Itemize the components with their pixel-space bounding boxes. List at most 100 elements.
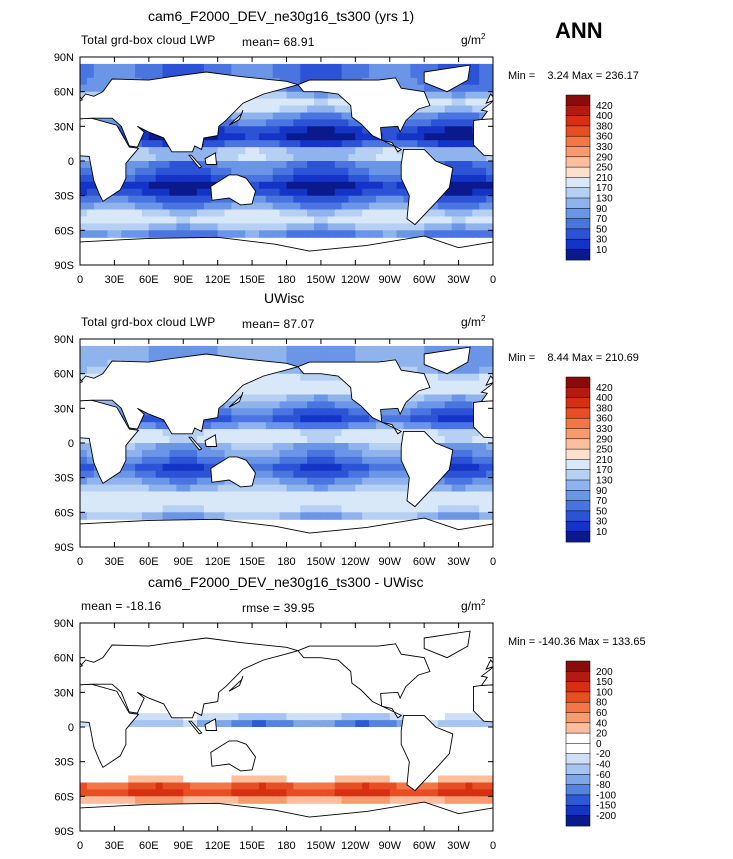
colorbar-swatch xyxy=(565,722,591,734)
land-outline xyxy=(423,630,471,659)
colorbar-swatch xyxy=(565,208,591,220)
colorbar-label: 330 xyxy=(596,142,613,153)
colorbar-label: 40 xyxy=(596,718,608,729)
x-tick-label: 60W xyxy=(413,840,436,852)
x-tick-label: 180 xyxy=(277,840,295,852)
land-outline xyxy=(400,430,454,508)
y-tick-label: 30S xyxy=(54,473,74,485)
colorbar-swatch xyxy=(565,815,591,827)
land-outline xyxy=(80,96,84,102)
colorbar-label: 30 xyxy=(596,517,608,528)
land-outline xyxy=(80,117,140,203)
land-outline xyxy=(80,399,140,485)
x-tick-label: 120W xyxy=(341,274,370,286)
colorbar-label: 290 xyxy=(596,434,613,445)
x-tick-label: 0 xyxy=(490,556,496,568)
map-plot: 0 30E 60E 90E 120E 150E 180 150W 120W 90W 60W 30W 09… xyxy=(54,618,617,852)
land-outline xyxy=(204,434,217,447)
colorbar-swatch xyxy=(565,428,591,440)
x-tick-label: 0 xyxy=(77,840,83,852)
y-tick-label: 90S xyxy=(54,260,74,272)
land-outline xyxy=(80,637,300,719)
colorbar-swatch xyxy=(565,125,591,137)
colorbar-swatch xyxy=(565,763,591,775)
season-label: ANN xyxy=(555,18,603,43)
y-tick-label: 90N xyxy=(54,334,74,346)
colorbar-label: 210 xyxy=(596,455,613,466)
colorbar-label: 290 xyxy=(596,152,613,163)
colorbar-label: 150 xyxy=(596,677,613,688)
x-tick-label: 90W xyxy=(378,840,401,852)
x-tick-label: 120E xyxy=(205,556,231,568)
land-outline xyxy=(228,110,244,126)
land-outline xyxy=(80,235,493,265)
colorbar-label: 0 xyxy=(596,739,602,750)
y-tick-label: 30N xyxy=(54,687,74,699)
colorbar-swatch xyxy=(565,135,591,148)
y-tick-label: 30S xyxy=(54,191,74,203)
colorbar-swatch xyxy=(565,510,591,522)
land-outline xyxy=(228,676,244,692)
x-tick-label: 0 xyxy=(77,274,83,286)
panel-statistic: mean= 68.91 xyxy=(242,35,315,49)
colorbar-label: 80 xyxy=(596,698,608,709)
colorbar-label: 70 xyxy=(596,496,608,507)
land-outline xyxy=(80,683,140,769)
colorbar-label: 360 xyxy=(596,132,613,143)
colorbar-swatch xyxy=(565,228,591,240)
panel-title: cam6_F2000_DEV_ne30g16_ts300 (yrs 1) xyxy=(148,8,415,24)
colorbar-label: 420 xyxy=(596,101,613,112)
y-tick-label: 60S xyxy=(54,507,74,519)
y-tick-label: 30N xyxy=(54,121,74,133)
colorbar-swatch xyxy=(565,397,591,409)
colorbar-swatch xyxy=(565,146,591,158)
x-tick-label: 120E xyxy=(205,274,231,286)
colorbar-label: -80 xyxy=(596,780,611,791)
y-tick-label: 60N xyxy=(54,87,74,99)
colorbar-swatch xyxy=(565,218,591,230)
colorbar-swatch xyxy=(565,417,591,430)
colorbar-label: 250 xyxy=(596,445,613,456)
x-tick-label: 60W xyxy=(413,274,436,286)
x-tick-label: 150W xyxy=(307,840,336,852)
colorbar-swatch xyxy=(565,490,591,502)
colorbar-label: 20 xyxy=(596,729,608,740)
y-tick-label: 60S xyxy=(54,225,74,237)
land-outline xyxy=(80,517,493,547)
y-tick-label: 60N xyxy=(54,653,74,665)
colorbar-label: 10 xyxy=(596,245,608,256)
min-max-label: Min = -140.36 Max = 133.65 xyxy=(508,636,646,648)
colorbar-swatch xyxy=(565,156,591,168)
colorbar-swatch xyxy=(565,691,591,703)
min-max-label: Min = 8.44 Max = 210.69 xyxy=(508,352,639,364)
colorbar-swatch xyxy=(565,177,591,189)
land-outline xyxy=(188,154,203,169)
x-tick-label: 0 xyxy=(77,556,83,568)
colorbar-swatch xyxy=(565,500,591,512)
land-outline xyxy=(210,174,256,206)
y-tick-label: 0 xyxy=(68,722,74,734)
x-tick-label: 120W xyxy=(341,556,370,568)
colorbar-label: -150 xyxy=(596,801,616,812)
panel-title: cam6_F2000_DEV_ne30g16_ts300 - UWisc xyxy=(148,574,424,590)
colorbar-label: 200 xyxy=(596,667,613,678)
panel-statistic: mean= 87.07 xyxy=(242,317,315,331)
colorbar-swatch xyxy=(565,794,591,806)
map-plot: 0 30E 60E 90E 120E 150E 180 150W 120W 90W 60W 30W 09… xyxy=(54,334,613,568)
x-tick-label: 120E xyxy=(205,840,231,852)
colorbar-label: 400 xyxy=(596,393,613,404)
colorbar-label: 360 xyxy=(596,414,613,425)
colorbar-swatch xyxy=(565,238,591,251)
units-label: g/m2 xyxy=(461,32,486,47)
y-tick-label: 0 xyxy=(68,156,74,168)
y-tick-label: 90N xyxy=(54,52,74,64)
land-outline xyxy=(297,359,431,435)
x-tick-label: 30W xyxy=(447,556,470,568)
y-tick-label: 90S xyxy=(54,826,74,838)
colorbar-label: 170 xyxy=(596,465,613,476)
colorbar-swatch xyxy=(565,701,591,714)
colorbar-label: 70 xyxy=(596,214,608,225)
colorbar-swatch xyxy=(565,753,591,765)
land-outline xyxy=(80,662,84,668)
colorbar-swatch xyxy=(565,249,591,261)
